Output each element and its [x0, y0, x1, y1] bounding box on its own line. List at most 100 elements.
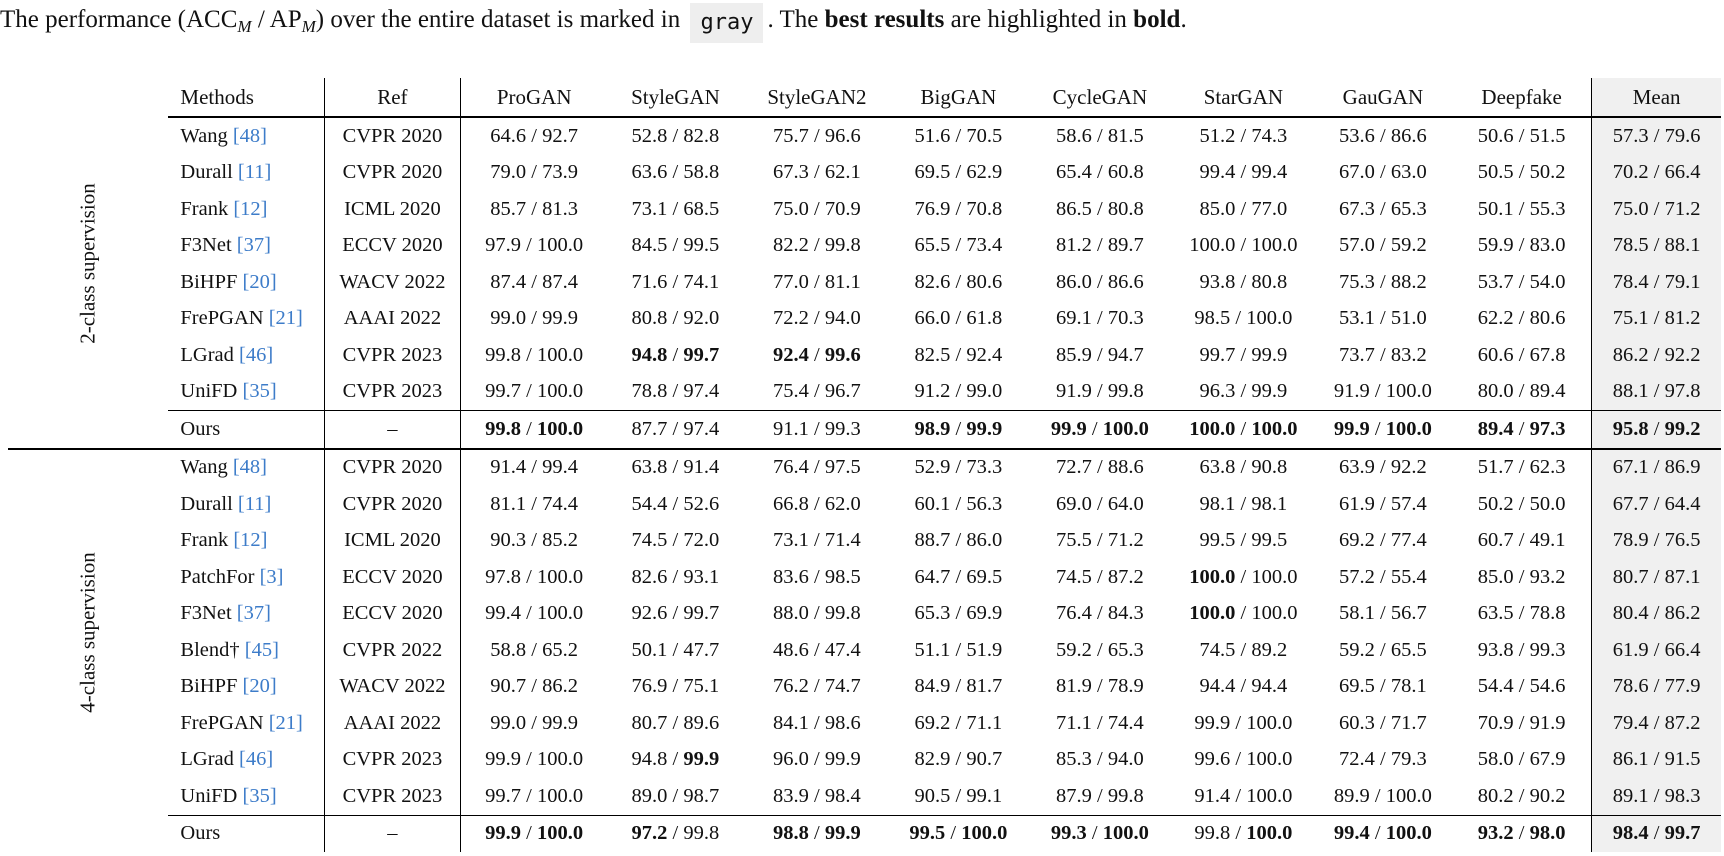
ap-value: 72.0: [683, 529, 720, 552]
ap-value: 68.5: [683, 197, 720, 220]
acc-value: 80.0: [1477, 380, 1514, 403]
citation-link[interactable]: [11]: [237, 492, 272, 515]
metric-cell: 64.6 / 92.7: [459, 117, 608, 155]
ap-value: 86.6: [1107, 270, 1144, 293]
metric-cell: 76.2 / 74.7: [743, 669, 890, 706]
metric-cell: 94.8 / 99.7: [607, 337, 743, 374]
citation-link[interactable]: [11]: [237, 161, 272, 184]
citation-link[interactable]: [21]: [268, 307, 303, 330]
ap-value: 93.2: [1529, 565, 1566, 588]
ap-value: 100.0: [537, 380, 584, 403]
acc-value: 91.9: [1056, 380, 1092, 403]
metric-cell: 52.9 / 73.3: [890, 449, 1026, 487]
value-separator: /: [1230, 711, 1247, 734]
caption-gray-marker: gray: [690, 3, 764, 43]
citation-link[interactable]: [12]: [233, 197, 268, 220]
metric-cell: 91.4 / 99.4: [459, 448, 608, 486]
acc-value: 99.0: [490, 711, 527, 734]
acc-value: 76.2: [773, 675, 809, 698]
metric-cell: 80.2 / 90.2: [1452, 778, 1591, 815]
method-label: BiHPF: [180, 675, 243, 698]
acc-value: 78.4: [1612, 270, 1649, 293]
citation-link[interactable]: [20]: [242, 270, 277, 293]
acc-value: 65.4: [1056, 161, 1092, 184]
acc-value: 65.3: [914, 602, 951, 625]
value-separator: /: [667, 234, 684, 257]
metric-cell: 78.8 / 97.4: [607, 374, 743, 411]
ap-value: 55.3: [1529, 197, 1566, 220]
table-row: BiHPF [20] WACV 2022 90.7 / 86.2 76.9 / 75.…: [8, 668, 1722, 706]
value-separator: /: [521, 784, 537, 807]
citation-link[interactable]: [48]: [232, 124, 267, 147]
citation-link[interactable]: [21]: [268, 711, 303, 734]
metric-cell: 93.2 / 98.0: [1452, 814, 1592, 852]
mean-cell: 61.9 / 66.4: [1590, 632, 1722, 669]
acc-value: 79.4: [1612, 711, 1649, 734]
acc-value: 53.1: [1339, 307, 1375, 330]
ap-value: 99.9: [1251, 380, 1288, 403]
value-separator: /: [1648, 675, 1665, 698]
mean-cell: 80.7 / 87.1: [1590, 559, 1722, 596]
mean-cell: 75.1 / 81.2: [1590, 300, 1722, 337]
metric-cell: 54.4 / 52.6: [607, 486, 743, 523]
value-separator: /: [1374, 234, 1391, 257]
metric-cell: 99.8 / 100.0: [459, 337, 608, 374]
ap-value: 99.8: [824, 234, 861, 257]
metric-cell: 81.2 / 89.7: [1026, 228, 1173, 265]
value-separator: /: [1235, 234, 1252, 257]
citation-link[interactable]: [3]: [259, 565, 284, 588]
value-separator: /: [1513, 711, 1530, 734]
acc-value: 91.4: [490, 456, 527, 479]
citation-link[interactable]: [35]: [242, 784, 277, 807]
metric-cell: 99.9 / 100.0: [1313, 410, 1453, 450]
citation-link[interactable]: [46]: [239, 748, 274, 771]
citation-link[interactable]: [37]: [236, 234, 271, 257]
value-separator: /: [526, 675, 543, 698]
citation-link[interactable]: [46]: [239, 343, 274, 366]
ap-value: 100.0: [1246, 307, 1293, 330]
metric-cell: 85.7 / 81.3: [459, 191, 608, 228]
value-separator: /: [1091, 602, 1108, 625]
citation-link[interactable]: [12]: [233, 529, 268, 552]
metric-cell: 69.1 / 70.3: [1026, 301, 1173, 338]
citation-link[interactable]: [45]: [244, 638, 279, 661]
table-row: 4-class supervision Wang [48] CVPR 2020 91.…: [8, 448, 1722, 712]
metric-cell: 76.4 / 84.3: [1026, 596, 1173, 633]
value-separator: /: [1235, 197, 1252, 220]
acc-value: 90.7: [490, 675, 527, 698]
metric-cell: 73.7 / 83.2: [1313, 337, 1452, 374]
ap-value: 63.0: [1390, 161, 1427, 184]
venue-ref: AAAI 2022: [323, 705, 461, 742]
value-separator: /: [1091, 161, 1108, 184]
ap-value: 100.0: [537, 784, 584, 807]
ap-value: 54.6: [1529, 675, 1566, 698]
metric-cell: 63.9 / 92.2: [1313, 449, 1452, 487]
value-separator: /: [1513, 675, 1530, 698]
citation-link[interactable]: [37]: [236, 602, 271, 625]
method-name: PatchFor [3]: [168, 559, 324, 596]
value-separator: /: [1648, 638, 1665, 661]
citation-link[interactable]: [48]: [232, 456, 267, 479]
acc-value: 50.1: [631, 638, 668, 661]
ap-value: 99.3: [1529, 638, 1566, 661]
acc-value: 85.0: [1477, 565, 1514, 588]
ap-value: 82.8: [683, 124, 720, 147]
ap-value: 100.0: [961, 822, 1008, 845]
acc-value: 69.5: [914, 161, 951, 184]
mean-cell: 98.4 / 99.7: [1590, 814, 1722, 852]
citation-link[interactable]: [20]: [242, 675, 277, 698]
value-separator: /: [1374, 456, 1391, 479]
value-separator: /: [1513, 602, 1530, 625]
ap-value: 58.8: [683, 161, 720, 184]
table-caption: The performance (ACCM / APM) over the en…: [0, 2, 1724, 45]
citation-link[interactable]: [35]: [242, 380, 277, 403]
acc-value: 85.9: [1056, 343, 1092, 366]
metric-cell: 64.7 / 69.5: [890, 559, 1026, 596]
value-separator: /: [1235, 602, 1252, 625]
acc-value: 81.9: [1056, 675, 1092, 698]
value-separator: /: [667, 748, 684, 771]
acc-value: 80.2: [1477, 784, 1514, 807]
header-blank: [8, 78, 168, 117]
value-separator: /: [521, 822, 537, 845]
metric-cell: 53.6 / 86.6: [1313, 117, 1452, 155]
